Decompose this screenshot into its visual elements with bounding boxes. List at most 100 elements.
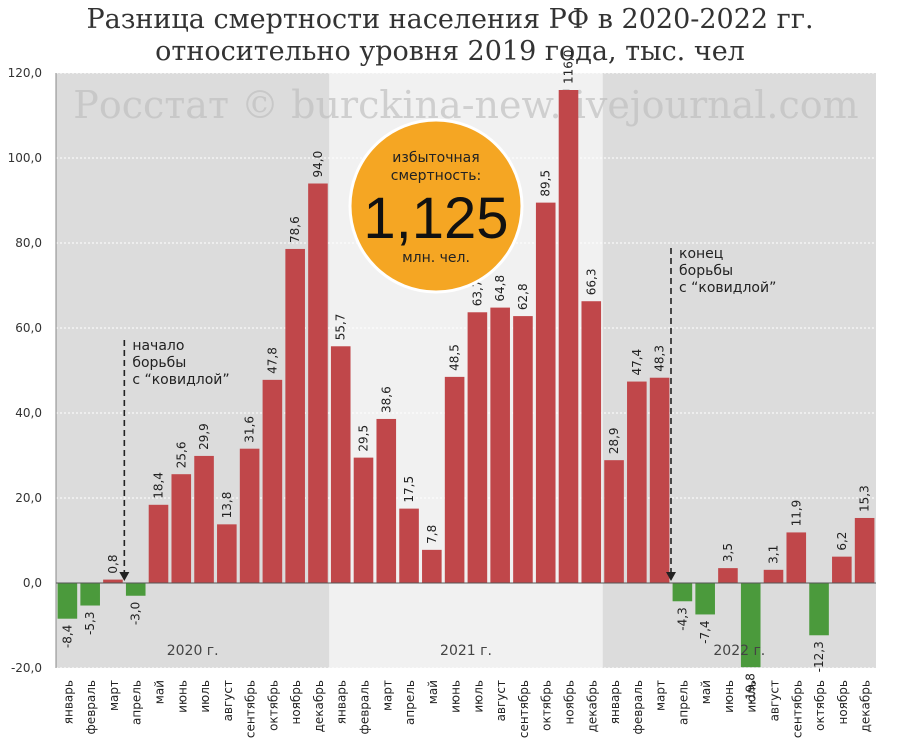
badge-circle (348, 118, 524, 294)
x-tick-label: ноябрь (563, 680, 577, 725)
x-tick-label: июнь (449, 680, 463, 713)
x-tick-label: октябрь (266, 680, 280, 731)
value-label: 31,6 (243, 416, 257, 443)
value-label: 66,3 (584, 269, 598, 296)
bar (239, 448, 260, 583)
bar (604, 460, 624, 583)
value-label: -8,4 (60, 625, 74, 648)
x-tick-label: сентябрь (244, 680, 258, 738)
year-band (602, 73, 876, 668)
annotation-arrowhead (119, 572, 130, 581)
value-label: -12,3 (812, 641, 826, 672)
bar (627, 381, 647, 583)
x-tick-label: август (494, 680, 508, 721)
value-label: 89,5 (539, 170, 553, 197)
value-label: 38,6 (379, 386, 393, 413)
y-tick-label: 80,0 (15, 236, 42, 250)
x-tick-label: июнь (722, 680, 736, 713)
value-label: 94,0 (311, 151, 325, 178)
bar (672, 583, 693, 602)
y-tick-label: 40,0 (15, 406, 42, 420)
value-label: 47,4 (630, 349, 644, 376)
bar (763, 569, 784, 583)
bar (376, 418, 397, 583)
x-tick-label: май (153, 680, 167, 704)
annotation-text: с “ковидлой” (132, 372, 229, 388)
x-tick-label: февраль (84, 680, 98, 734)
x-tick-label: декабрь (859, 680, 873, 732)
bar (422, 549, 442, 583)
value-label: 62,8 (516, 283, 530, 310)
bar (490, 307, 510, 583)
bar (285, 248, 305, 583)
x-tick-label: сентябрь (517, 680, 531, 738)
value-label: 13,8 (220, 492, 234, 519)
bar (262, 379, 283, 583)
x-tick-label: май (699, 680, 713, 704)
bar (103, 579, 123, 583)
x-tick-label: июнь (175, 680, 189, 713)
bar (718, 568, 738, 583)
x-tick-label: март (380, 680, 394, 711)
value-label: 116,0 (562, 50, 576, 84)
value-label: 64,8 (493, 275, 507, 302)
x-tick-label: апрель (676, 680, 690, 725)
value-label: 6,2 (835, 532, 849, 551)
bar (194, 455, 214, 583)
y-tick-label: 120,0 (8, 66, 42, 80)
badge-line2: смертность: (391, 168, 481, 184)
bar (467, 312, 488, 583)
bar (217, 524, 237, 583)
annotation-text: с “ковидлой” (679, 280, 776, 296)
x-tick-label: апрель (130, 680, 144, 725)
annotation-arrowhead (666, 572, 676, 581)
y-tick-label: -20,0 (11, 661, 42, 675)
x-tick-label: февраль (631, 680, 645, 734)
value-label: 47,8 (265, 347, 279, 374)
bar (695, 583, 715, 615)
y-tick-label: 20,0 (15, 491, 42, 505)
annotation-text: конец (679, 246, 723, 262)
x-tick-label: январь (608, 680, 622, 724)
value-label: 29,9 (197, 423, 211, 450)
bar (809, 583, 829, 636)
bar (330, 346, 351, 583)
x-tick-label: октябрь (813, 680, 827, 731)
bar (444, 376, 465, 583)
bar (854, 517, 875, 583)
value-label: 3,5 (721, 543, 735, 562)
bar (80, 583, 100, 606)
value-label: 15,3 (858, 485, 872, 512)
x-tick-label: февраль (358, 680, 372, 734)
value-label: 28,9 (607, 427, 621, 454)
value-label: 17,5 (402, 476, 416, 503)
y-tick-label: 60,0 (15, 321, 42, 335)
value-label: 55,7 (334, 314, 348, 341)
value-label: 7,8 (425, 525, 439, 544)
year-label: 2020 г. (167, 643, 219, 659)
bar (513, 316, 533, 583)
year-label: 2021 г. (440, 643, 492, 659)
bar (832, 556, 852, 583)
bar (353, 457, 374, 583)
annotation-text: начало (132, 338, 184, 354)
bar (558, 90, 579, 583)
badge-line1: избыточная (392, 150, 479, 166)
value-label: 78,6 (288, 216, 302, 243)
x-tick-label: октябрь (540, 680, 554, 731)
value-label: -4,3 (675, 607, 689, 630)
x-tick-label: сентябрь (790, 680, 804, 738)
bar (649, 377, 670, 583)
annotation-text: борьбы (679, 263, 733, 279)
x-tick-label: июль (745, 680, 759, 713)
value-label: 11,9 (789, 500, 803, 527)
x-tick-label: ноябрь (289, 680, 303, 725)
badge-value: 1,125 (363, 186, 508, 251)
badge-unit: млн. чел. (402, 250, 470, 266)
x-tick-label: декабрь (585, 680, 599, 732)
chart-title-line1: Разница смертности населения РФ в 2020-2… (86, 4, 814, 35)
x-tick-label: август (221, 680, 235, 721)
bar (581, 301, 602, 583)
value-label: -3,0 (129, 602, 143, 625)
